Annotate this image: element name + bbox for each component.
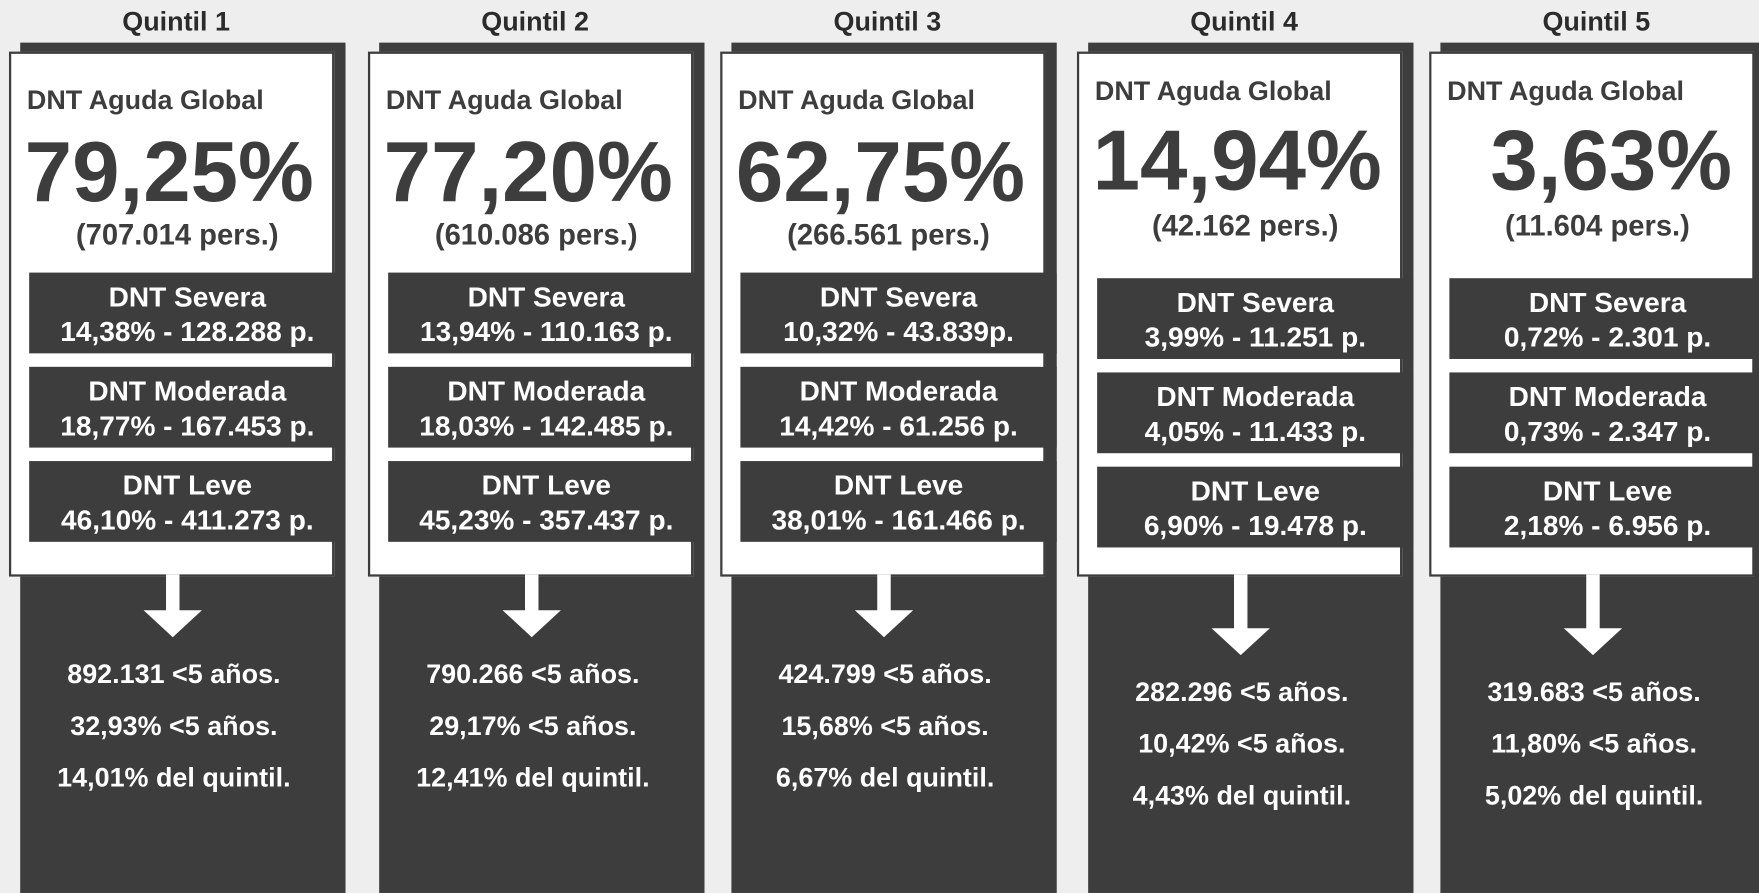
stat-line: 15,68% <5 años. xyxy=(781,711,989,742)
stat-line: 12,41% del quintil. xyxy=(416,762,650,794)
category-detail: 46,10% - 411.273 p. xyxy=(61,504,314,537)
category-bar: DNT Severa 0,72% - 2.301 p. xyxy=(1449,278,1759,359)
category-detail: 3,99% - 11.251 p. xyxy=(1144,321,1366,354)
stat-line: 790.266 <5 años. xyxy=(426,659,640,690)
global-persons: (707.014 pers.) xyxy=(75,217,279,252)
category-name: DNT Moderada xyxy=(1156,381,1355,413)
category-detail: 2,18% - 6.956 p. xyxy=(1503,510,1712,542)
down-arrow xyxy=(1563,574,1623,656)
category-name: DNT Severa xyxy=(1176,287,1335,319)
quintile-title: Quintil 2 xyxy=(481,6,589,38)
global-persons: (610.086 pers.) xyxy=(434,217,638,252)
category-bar: DNT Leve 45,23% - 357.437 p. xyxy=(388,461,705,542)
category-name: DNT Severa xyxy=(1528,287,1687,319)
quintile-title: Quintil 5 xyxy=(1542,6,1651,38)
category-detail: 45,23% - 357.437 p. xyxy=(419,504,674,537)
stat-line: 282.296 <5 años. xyxy=(1135,677,1349,708)
category-detail: 18,03% - 142.485 p. xyxy=(419,410,674,442)
category-detail: 0,72% - 2.301 p. xyxy=(1503,321,1712,354)
quintile-title: Quintil 4 xyxy=(1190,6,1298,38)
category-detail: 4,05% - 11.433 p. xyxy=(1144,416,1366,448)
global-persons: (11.604 pers.) xyxy=(1505,208,1690,243)
category-detail: 13,94% - 110.163 p. xyxy=(420,316,673,348)
category-name: DNT Moderada xyxy=(1508,381,1707,413)
down-arrow xyxy=(854,574,914,638)
category-name: DNT Leve xyxy=(481,470,612,502)
global-persons: (42.162 pers.) xyxy=(1151,208,1339,243)
category-detail: 0,73% - 2.347 p. xyxy=(1503,416,1712,448)
category-bar: DNT Moderada 14,42% - 61.256 p. xyxy=(740,366,1057,448)
category-name: DNT Severa xyxy=(819,281,978,313)
category-bar: DNT Leve 46,10% - 411.273 p. xyxy=(29,461,346,542)
category-bar: DNT Moderada 18,03% - 142.485 p. xyxy=(388,366,705,448)
quintile-title: Quintil 1 xyxy=(122,6,230,38)
category-bar: DNT Severa 10,32% - 43.839p. xyxy=(740,272,1057,354)
category-bar: DNT Leve 2,18% - 6.956 p. xyxy=(1449,466,1759,548)
category-name: DNT Leve xyxy=(1542,475,1673,508)
category-detail: 38,01% - 161.466 p. xyxy=(771,504,1026,537)
global-percent: 79,25% xyxy=(24,124,314,220)
category-name: DNT Leve xyxy=(833,470,964,502)
category-detail: 14,42% - 61.256 p. xyxy=(779,410,1018,442)
category-name: DNT Severa xyxy=(108,281,267,313)
global-percent: 62,75% xyxy=(735,124,1026,220)
global-percent: 3,63% xyxy=(1490,113,1733,209)
stat-line: 32,93% <5 años. xyxy=(70,711,278,742)
category-bar: DNT Moderada 18,77% - 167.453 p. xyxy=(29,366,346,448)
global-label: DNT Aguda Global xyxy=(738,85,975,116)
down-arrow xyxy=(1211,574,1270,656)
stat-line: 14,01% del quintil. xyxy=(57,762,291,794)
stat-line: 4,43% del quintil. xyxy=(1132,780,1352,812)
category-name: DNT Leve xyxy=(122,470,253,502)
category-bar: DNT Severa 3,99% - 11.251 p. xyxy=(1097,278,1414,359)
category-name: DNT Moderada xyxy=(799,375,998,408)
category-detail: 14,38% - 128.288 p. xyxy=(60,316,315,348)
global-label: DNT Aguda Global xyxy=(1447,76,1684,107)
global-label: DNT Aguda Global xyxy=(385,85,623,116)
category-bar: DNT Severa 13,94% - 110.163 p. xyxy=(388,272,705,354)
category-bar: DNT Leve 38,01% - 161.466 p. xyxy=(740,461,1057,542)
global-label: DNT Aguda Global xyxy=(1094,76,1332,107)
global-percent: 77,20% xyxy=(383,124,673,220)
stat-line: 424.799 <5 años. xyxy=(778,659,992,690)
global-percent: 14,94% xyxy=(1092,113,1382,209)
category-name: DNT Leve xyxy=(1190,475,1320,508)
stat-line: 11,80% <5 años. xyxy=(1491,729,1698,760)
category-name: DNT Moderada xyxy=(88,375,287,408)
category-name: DNT Moderada xyxy=(447,375,646,408)
global-label: DNT Aguda Global xyxy=(26,85,264,116)
category-bar: DNT Leve 6,90% - 19.478 p. xyxy=(1097,466,1414,548)
stat-line: 892.131 <5 años. xyxy=(67,659,281,690)
quintile-title: Quintil 3 xyxy=(833,6,942,38)
stat-line: 319.683 <5 años. xyxy=(1487,677,1701,708)
down-arrow xyxy=(502,574,561,638)
stat-line: 29,17% <5 años. xyxy=(429,711,637,742)
category-detail: 6,90% - 19.478 p. xyxy=(1143,510,1367,542)
stat-line: 6,67% del quintil. xyxy=(775,762,995,794)
category-detail: 10,32% - 43.839p. xyxy=(783,316,1014,348)
category-name: DNT Severa xyxy=(467,281,626,313)
category-bar: DNT Moderada 4,05% - 11.433 p. xyxy=(1097,372,1414,454)
stat-line: 10,42% <5 años. xyxy=(1138,729,1346,760)
category-detail: 18,77% - 167.453 p. xyxy=(60,410,315,442)
category-bar: DNT Severa 14,38% - 128.288 p. xyxy=(29,272,346,354)
category-bar: DNT Moderada 0,73% - 2.347 p. xyxy=(1449,372,1759,454)
stat-line: 5,02% del quintil. xyxy=(1484,780,1704,812)
global-persons: (266.561 pers.) xyxy=(787,217,990,252)
down-arrow xyxy=(143,574,202,638)
